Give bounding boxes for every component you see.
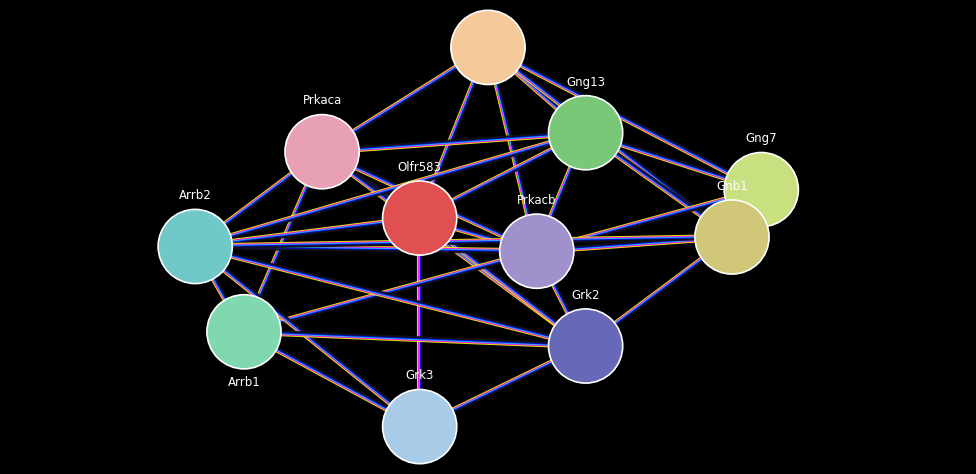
Ellipse shape [695,200,769,274]
Text: Grk3: Grk3 [405,369,434,383]
Ellipse shape [383,181,457,255]
Text: Gng13: Gng13 [566,75,605,89]
Ellipse shape [500,214,574,288]
Text: Arrb1: Arrb1 [227,376,261,389]
Ellipse shape [383,390,457,464]
Text: Gnal: Gnal [474,0,502,3]
Ellipse shape [207,295,281,369]
Ellipse shape [549,96,623,170]
Ellipse shape [451,10,525,84]
Ellipse shape [724,153,798,227]
Ellipse shape [549,309,623,383]
Text: Prkaca: Prkaca [303,94,342,108]
Ellipse shape [285,115,359,189]
Text: Prkacb: Prkacb [517,194,556,207]
Text: Gnb1: Gnb1 [716,180,748,193]
Text: Olfr583: Olfr583 [398,161,441,174]
Ellipse shape [158,210,232,283]
Text: Arrb2: Arrb2 [179,189,212,202]
Text: Gng7: Gng7 [746,132,777,146]
Text: Grk2: Grk2 [571,289,600,302]
